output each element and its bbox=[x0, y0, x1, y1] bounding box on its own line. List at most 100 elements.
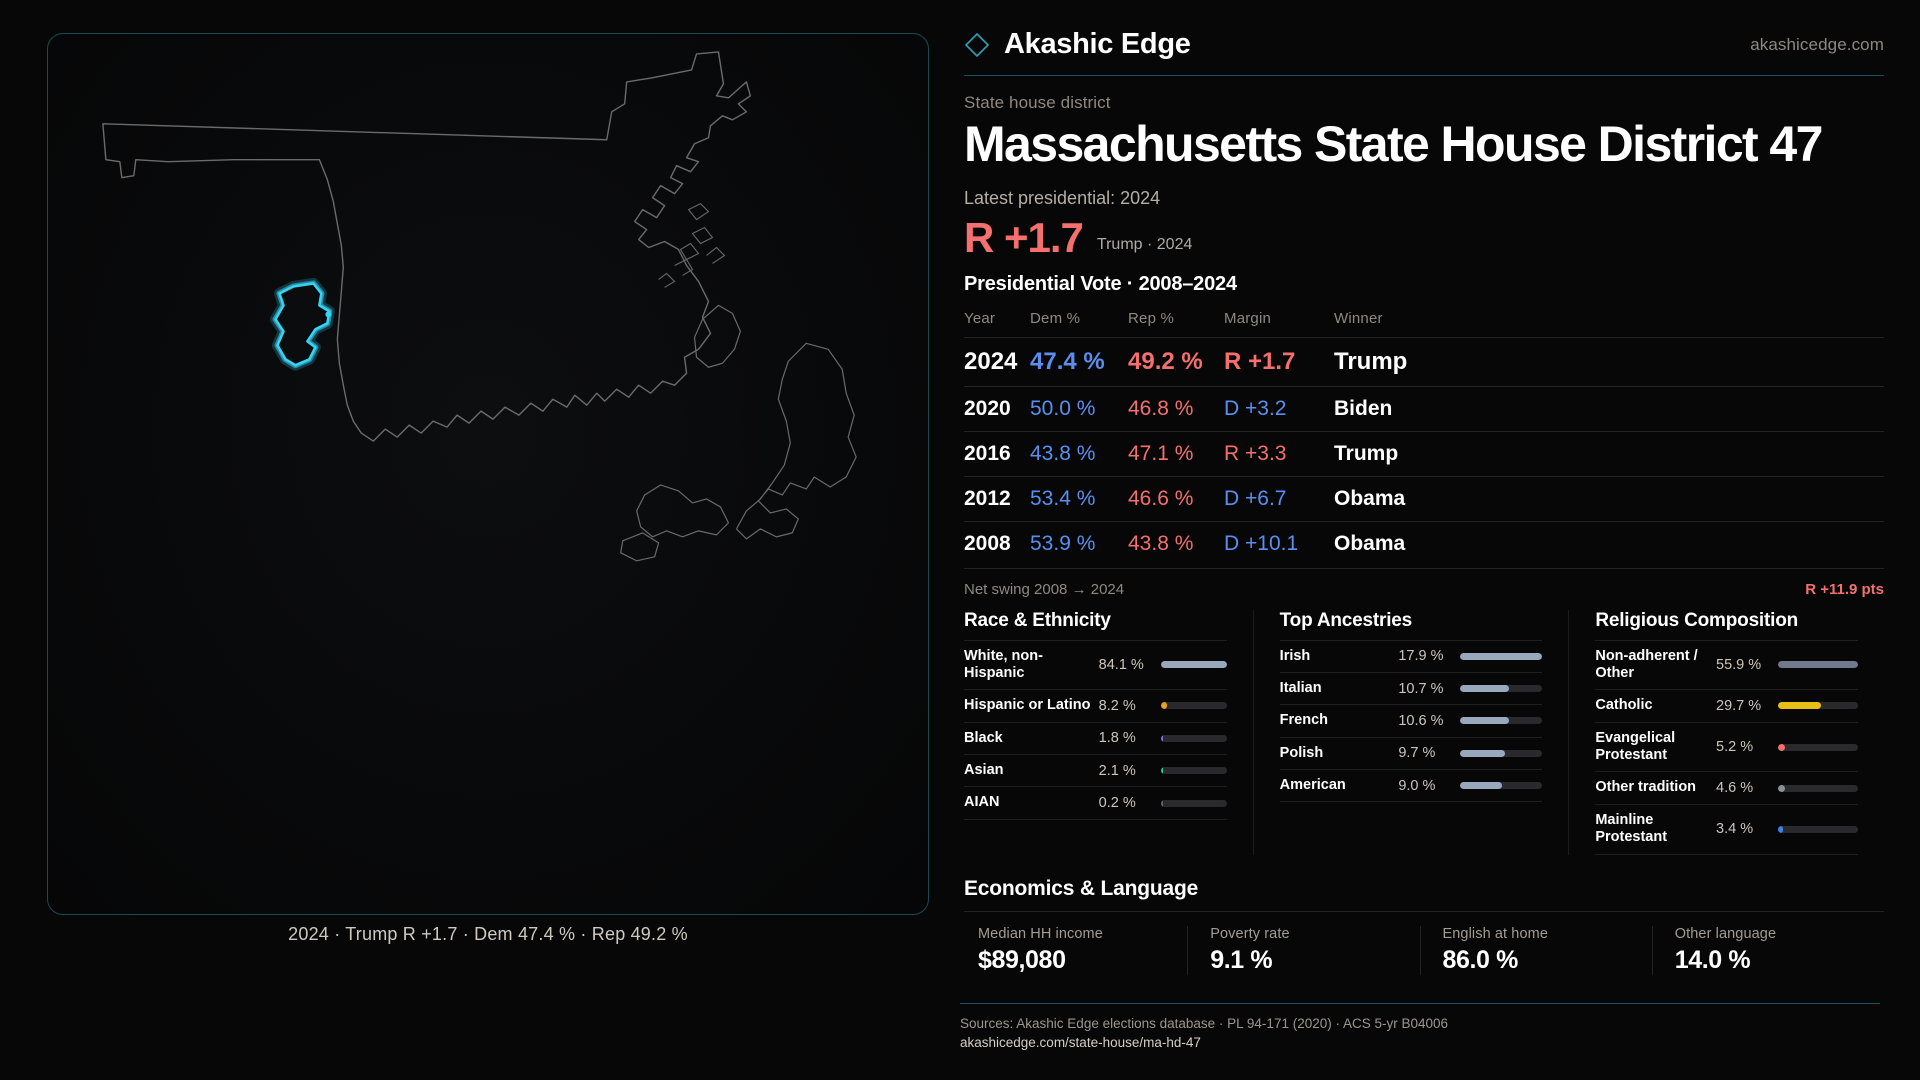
stat-bar-track bbox=[1778, 825, 1859, 833]
econ-cell: Median HH income $89,080 bbox=[964, 926, 1187, 975]
presidential-vote-table: Year Dem % Rep % Margin Winner 2024 47.4 … bbox=[964, 309, 1884, 566]
stat-label: Hispanic or Latino bbox=[964, 697, 1091, 714]
stat-bar-fill bbox=[1460, 782, 1502, 790]
list-item: Asian 2.1 % bbox=[964, 754, 1227, 786]
stat-bar-fill bbox=[1778, 784, 1785, 792]
religious-composition-column: Religious Composition Non-adherent / Oth… bbox=[1568, 609, 1884, 855]
economics-heading: Economics & Language bbox=[964, 876, 1199, 900]
list-item: American 9.0 % bbox=[1279, 769, 1543, 803]
brand-bar: Akashic Edge akashicedge.com bbox=[964, 28, 1884, 75]
map-caption: 2024 · Trump R +1.7 · Dem 47.4 % · Rep 4… bbox=[288, 924, 688, 944]
stat-label: White, non-Hispanic bbox=[964, 647, 1043, 681]
stat-label: Evangelical Protestant bbox=[1595, 729, 1676, 764]
cell-margin: R +3.3 bbox=[1224, 430, 1334, 476]
col-winner: Winner bbox=[1334, 309, 1884, 338]
econ-cell: Other language 14.0 % bbox=[1651, 925, 1884, 975]
stat-value: 1.8 % bbox=[1098, 730, 1136, 747]
col-margin: Margin bbox=[1224, 309, 1334, 338]
econ-value: 86.0 % bbox=[1442, 945, 1519, 974]
map-column: 2024 · Trump R +1.7 · Dem 47.4 % · Rep 4… bbox=[47, 33, 929, 944]
list-item: Polish 9.7 % bbox=[1279, 736, 1543, 769]
footer-divider bbox=[960, 1003, 1880, 1004]
stat-label: American bbox=[1279, 777, 1346, 794]
cell-margin: D +10.1 bbox=[1224, 520, 1334, 566]
list-item: Irish 17.9 % bbox=[1279, 639, 1543, 672]
stat-label: AIAN bbox=[964, 794, 1000, 811]
stat-label: Mainline Protestant bbox=[1595, 811, 1668, 846]
page-title: Massachusetts State House District 47 bbox=[964, 116, 1823, 172]
cell-rep: 46.8 % bbox=[1128, 385, 1224, 431]
ancestry-heading: Top Ancestries bbox=[1279, 609, 1413, 631]
state-boundary bbox=[102, 51, 752, 442]
race-rows: White, non-Hispanic 84.1 % Hispanic or Lat… bbox=[964, 639, 1227, 820]
cell-rep: 49.2 % bbox=[1128, 336, 1224, 386]
cell-margin: D +6.7 bbox=[1224, 475, 1334, 521]
headline-margin: R +1.7 Trump · 2024 bbox=[964, 213, 1884, 261]
stat-bar-track bbox=[1460, 782, 1543, 790]
stat-bar-track bbox=[1160, 702, 1227, 710]
race-ethnicity-column: Race & Ethnicity White, non-Hispanic 84.1… bbox=[964, 610, 1253, 855]
latest-presidential-label: Latest presidential: 2024 bbox=[964, 187, 1161, 208]
stat-bar-track bbox=[1778, 661, 1859, 669]
stat-bar-fill bbox=[1460, 749, 1505, 757]
cell-winner: Biden bbox=[1334, 385, 1884, 431]
cell-dem: 43.8 % bbox=[1030, 430, 1128, 476]
stat-bar-fill bbox=[1460, 685, 1510, 693]
econ-label: Poverty rate bbox=[1210, 925, 1290, 942]
stat-bar-track bbox=[1160, 767, 1227, 775]
stat-bar-fill bbox=[1160, 734, 1163, 742]
cell-year: 2016 bbox=[964, 430, 1030, 476]
net-swing-label: Net swing 2008 → 2024 bbox=[964, 580, 1125, 598]
header-divider bbox=[964, 75, 1884, 76]
stat-bar-track bbox=[1778, 743, 1859, 751]
stat-bar-track bbox=[1160, 734, 1227, 742]
col-year: Year bbox=[964, 309, 1030, 338]
econ-value: $89,080 bbox=[978, 945, 1066, 974]
stat-value: 9.0 % bbox=[1398, 777, 1436, 794]
coastline-detail bbox=[620, 304, 857, 562]
economics-row: Median HH income $89,080 Poverty rate 9.1 %… bbox=[964, 910, 1884, 975]
demographics-columns: Race & Ethnicity White, non-Hispanic 84.1… bbox=[964, 609, 1884, 855]
stat-bar-fill bbox=[1160, 702, 1168, 710]
stat-label: Italian bbox=[1279, 679, 1322, 696]
highlighted-district[interactable] bbox=[269, 277, 335, 371]
stat-value: 5.2 % bbox=[1716, 739, 1754, 756]
stat-value: 17.9 % bbox=[1398, 648, 1444, 665]
headline-margin-value: R +1.7 bbox=[964, 213, 1084, 261]
stat-bar-fill bbox=[1160, 767, 1163, 775]
table-row: 2008 53.9 % 43.8 % D +10.1 Obama bbox=[964, 520, 1884, 566]
list-item: Catholic 29.7 % bbox=[1595, 689, 1859, 721]
map-panel[interactable] bbox=[47, 33, 929, 915]
stat-label: Irish bbox=[1279, 647, 1311, 664]
cell-winner: Obama bbox=[1334, 520, 1884, 566]
list-item: White, non-Hispanic 84.1 % bbox=[964, 639, 1227, 690]
cell-rep: 43.8 % bbox=[1128, 520, 1224, 566]
stat-bar-fill bbox=[1778, 702, 1821, 710]
cell-winner: Trump bbox=[1334, 336, 1884, 386]
headline-margin-sub: Trump · 2024 bbox=[1096, 235, 1193, 253]
stat-bar-fill bbox=[1778, 825, 1783, 833]
list-item: Black 1.8 % bbox=[964, 721, 1227, 754]
stat-value: 29.7 % bbox=[1716, 697, 1762, 714]
footer-sources: Sources: Akashic Edge elections database… bbox=[960, 1016, 1449, 1031]
stat-bar-fill bbox=[1160, 799, 1163, 807]
eyebrow-label: State house district bbox=[964, 93, 1111, 112]
massachusetts-map[interactable] bbox=[48, 34, 928, 914]
data-column: Akashic Edge akashicedge.com State house… bbox=[960, 0, 1920, 1080]
footer-url[interactable]: akashicedge.com/state-house/ma-hd-47 bbox=[960, 1035, 1201, 1050]
cell-year: 2024 bbox=[964, 336, 1030, 386]
stat-bar-track bbox=[1160, 661, 1227, 669]
stat-bar-track bbox=[1778, 784, 1859, 792]
table-row: 2016 43.8 % 47.1 % R +3.3 Trump bbox=[964, 430, 1884, 476]
stat-value: 10.7 % bbox=[1398, 680, 1444, 697]
econ-value: 9.1 % bbox=[1210, 945, 1273, 974]
vote-table-title: Presidential Vote · 2008–2024 bbox=[964, 272, 1237, 295]
footer: Sources: Akashic Edge elections database… bbox=[960, 1003, 1880, 1050]
col-rep: Rep % bbox=[1128, 309, 1224, 338]
table-row: 2024 47.4 % 49.2 % R +1.7 Trump bbox=[964, 336, 1884, 386]
cell-winner: Obama bbox=[1334, 475, 1884, 521]
stat-bar-track bbox=[1460, 749, 1543, 757]
stat-value: 9.7 % bbox=[1398, 745, 1436, 762]
table-header-row: Year Dem % Rep % Margin Winner bbox=[964, 309, 1884, 338]
list-item: Other tradition 4.6 % bbox=[1595, 771, 1859, 803]
